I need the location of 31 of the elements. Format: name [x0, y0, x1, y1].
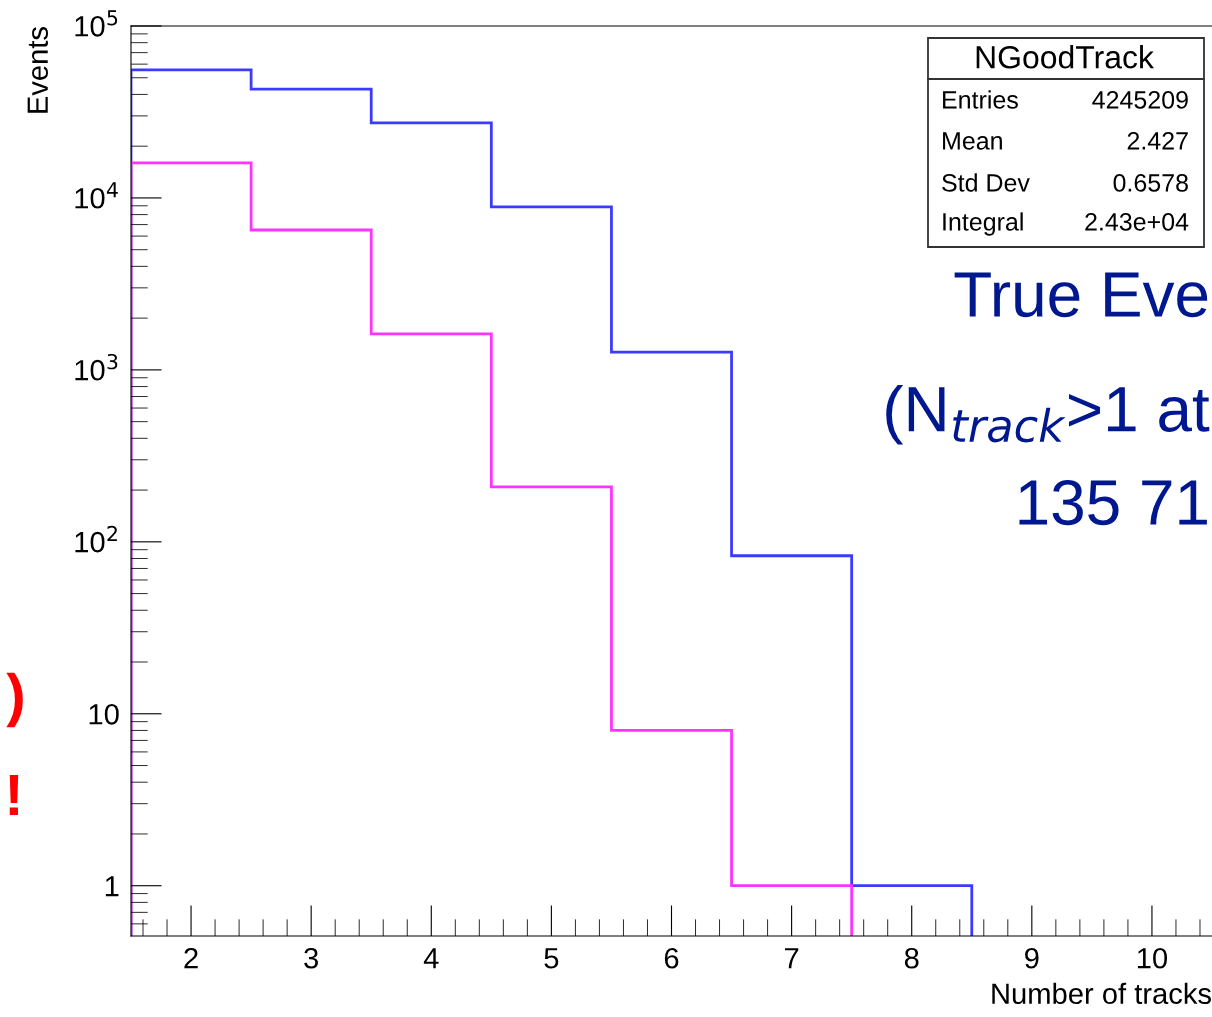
- annotation: 4245209: [1092, 91, 1188, 109]
- annotation: Entries: [943, 90, 1018, 109]
- x-tick-label: 6: [664, 947, 679, 969]
- annotation: 135 71: [1019, 479, 1207, 526]
- x-axis-title: Number of tracks: [992, 982, 1211, 1005]
- x-tick-label: 7: [785, 948, 799, 969]
- x-tick-label: 4: [423, 948, 439, 969]
- text: ): [6, 672, 23, 728]
- y-tick-label: 10$^{5}$: [75, 10, 118, 37]
- y-tick-label: 10: [89, 703, 119, 725]
- annotation: 0.6578: [1113, 174, 1188, 192]
- x-tick-label: 2: [184, 947, 198, 969]
- annotation: 2.43e+04: [1085, 213, 1189, 231]
- x-tick-label: 3: [304, 947, 318, 969]
- x-tick-label: 9: [1025, 947, 1039, 969]
- annotation: Std Dev: [942, 173, 1030, 192]
- annotation: True Eve: [954, 272, 1208, 318]
- annotation: NGoodTrack: [976, 45, 1154, 69]
- y-tick-label: 10$^{3}$: [75, 353, 118, 381]
- annotation: Mean: [943, 132, 1002, 150]
- annotation: (N$_{track}$>1 at: [886, 384, 1210, 445]
- y-axis-title: Events: [27, 27, 49, 113]
- x-tick-label: 10: [1137, 947, 1168, 969]
- y-tick-label: 1: [105, 876, 119, 897]
- annotation: Integral: [943, 212, 1023, 236]
- annotation: 2.427: [1127, 132, 1188, 150]
- y-tick-label: 10$^{4}$: [75, 182, 118, 209]
- x-tick-label: 5: [544, 948, 559, 969]
- text: !: [9, 774, 19, 816]
- x-tick-label: 8: [904, 947, 919, 969]
- y-tick-label: 10$^{2}$: [75, 525, 117, 553]
